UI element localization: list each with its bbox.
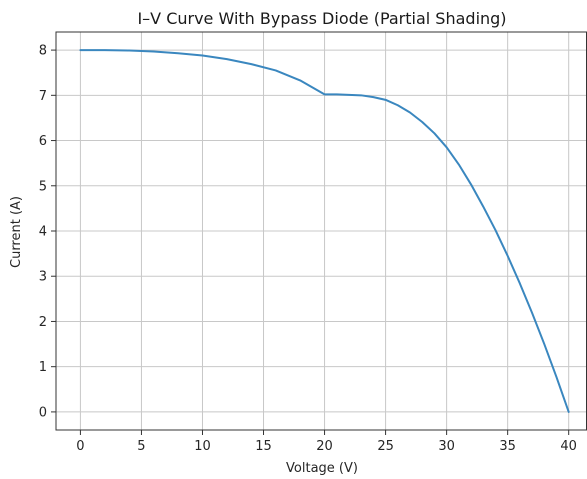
x-tick-label: 15	[255, 439, 272, 454]
chart-title: I–V Curve With Bypass Diode (Partial Sha…	[137, 9, 506, 28]
grid	[56, 32, 587, 430]
y-tick-label: 1	[39, 360, 47, 375]
x-tick-label: 40	[560, 439, 577, 454]
y-tick-label: 4	[39, 225, 47, 240]
x-tick-label: 20	[316, 439, 333, 454]
x-tick-label: 30	[438, 439, 455, 454]
y-tick-label: 5	[39, 179, 47, 194]
y-tick-label: 2	[39, 315, 47, 330]
y-tick-label: 6	[39, 134, 47, 149]
y-tick-label: 3	[39, 270, 47, 285]
x-tick-label: 35	[499, 439, 516, 454]
x-axis-ticks: 0 5 10 15 20 25 30 35 40	[76, 430, 577, 454]
series-layer	[79, 49, 570, 413]
y-axis-label: Current (A)	[9, 196, 24, 268]
x-tick-label: 0	[76, 439, 84, 454]
y-tick-label: 8	[39, 44, 47, 59]
x-axis-label: Voltage (V)	[286, 461, 358, 476]
x-tick-label: 10	[194, 439, 211, 454]
y-tick-label: 0	[39, 405, 47, 420]
y-axis-ticks: 0 1 2 3 4 5 6 7 8	[39, 44, 56, 420]
x-tick-label: 5	[137, 439, 145, 454]
series-line-0	[79, 49, 570, 413]
y-tick-label: 7	[39, 89, 47, 104]
x-tick-label: 25	[377, 439, 394, 454]
